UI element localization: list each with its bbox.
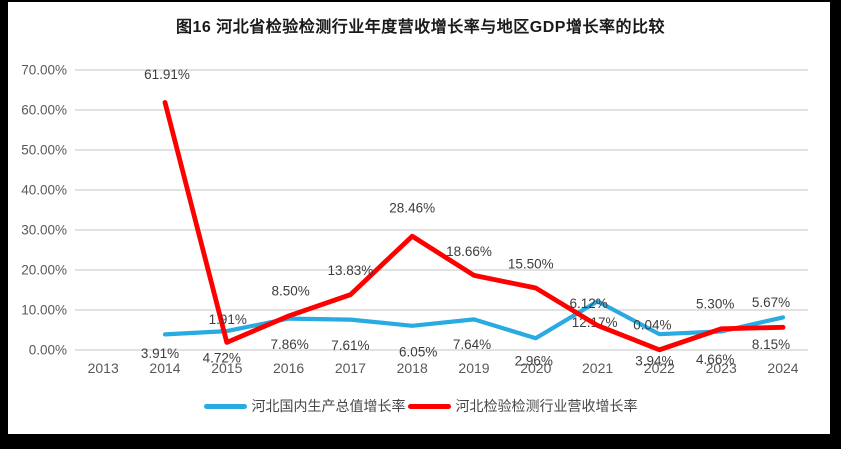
chart-canvas	[8, 2, 830, 434]
legend-item-gdp: 河北国内生产总值增长率	[203, 396, 406, 416]
revenue-line-swatch-icon	[407, 403, 451, 409]
chart-title: 图16 河北省检验检测行业年度营收增长率与地区GDP增长率的比较	[176, 19, 665, 36]
legend-item-revenue: 河北检验检测行业营收增长率	[407, 396, 638, 416]
legend-label-revenue: 河北检验检测行业营收增长率	[455, 398, 638, 414]
chart-legend: 河北国内生产总值增长率 河北检验检测行业营收增长率	[0, 396, 841, 416]
gdp-line-swatch-icon	[203, 403, 247, 409]
legend-label-gdp: 河北国内生产总值增长率	[251, 398, 406, 414]
